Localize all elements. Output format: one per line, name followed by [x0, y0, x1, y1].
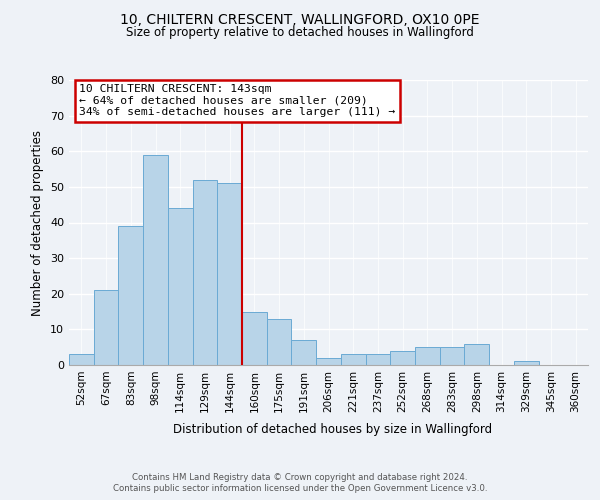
Text: 10, CHILTERN CRESCENT, WALLINGFORD, OX10 0PE: 10, CHILTERN CRESCENT, WALLINGFORD, OX10… [120, 12, 480, 26]
Bar [118, 226, 143, 365]
Text: Contains HM Land Registry data © Crown copyright and database right 2024.: Contains HM Land Registry data © Crown c… [132, 472, 468, 482]
Bar [267, 318, 292, 365]
Bar [390, 351, 415, 365]
Bar [464, 344, 489, 365]
Text: Size of property relative to detached houses in Wallingford: Size of property relative to detached ho… [126, 26, 474, 39]
Bar [514, 362, 539, 365]
Bar [341, 354, 365, 365]
Bar [415, 347, 440, 365]
Bar [94, 290, 118, 365]
Text: Contains public sector information licensed under the Open Government Licence v3: Contains public sector information licen… [113, 484, 487, 493]
Bar [69, 354, 94, 365]
Bar [217, 184, 242, 365]
Bar [168, 208, 193, 365]
Bar [365, 354, 390, 365]
Text: Distribution of detached houses by size in Wallingford: Distribution of detached houses by size … [173, 422, 493, 436]
Bar [143, 155, 168, 365]
Bar [242, 312, 267, 365]
Text: 10 CHILTERN CRESCENT: 143sqm
← 64% of detached houses are smaller (209)
34% of s: 10 CHILTERN CRESCENT: 143sqm ← 64% of de… [79, 84, 395, 117]
Y-axis label: Number of detached properties: Number of detached properties [31, 130, 44, 316]
Bar [193, 180, 217, 365]
Bar [440, 347, 464, 365]
Bar [316, 358, 341, 365]
Bar [292, 340, 316, 365]
